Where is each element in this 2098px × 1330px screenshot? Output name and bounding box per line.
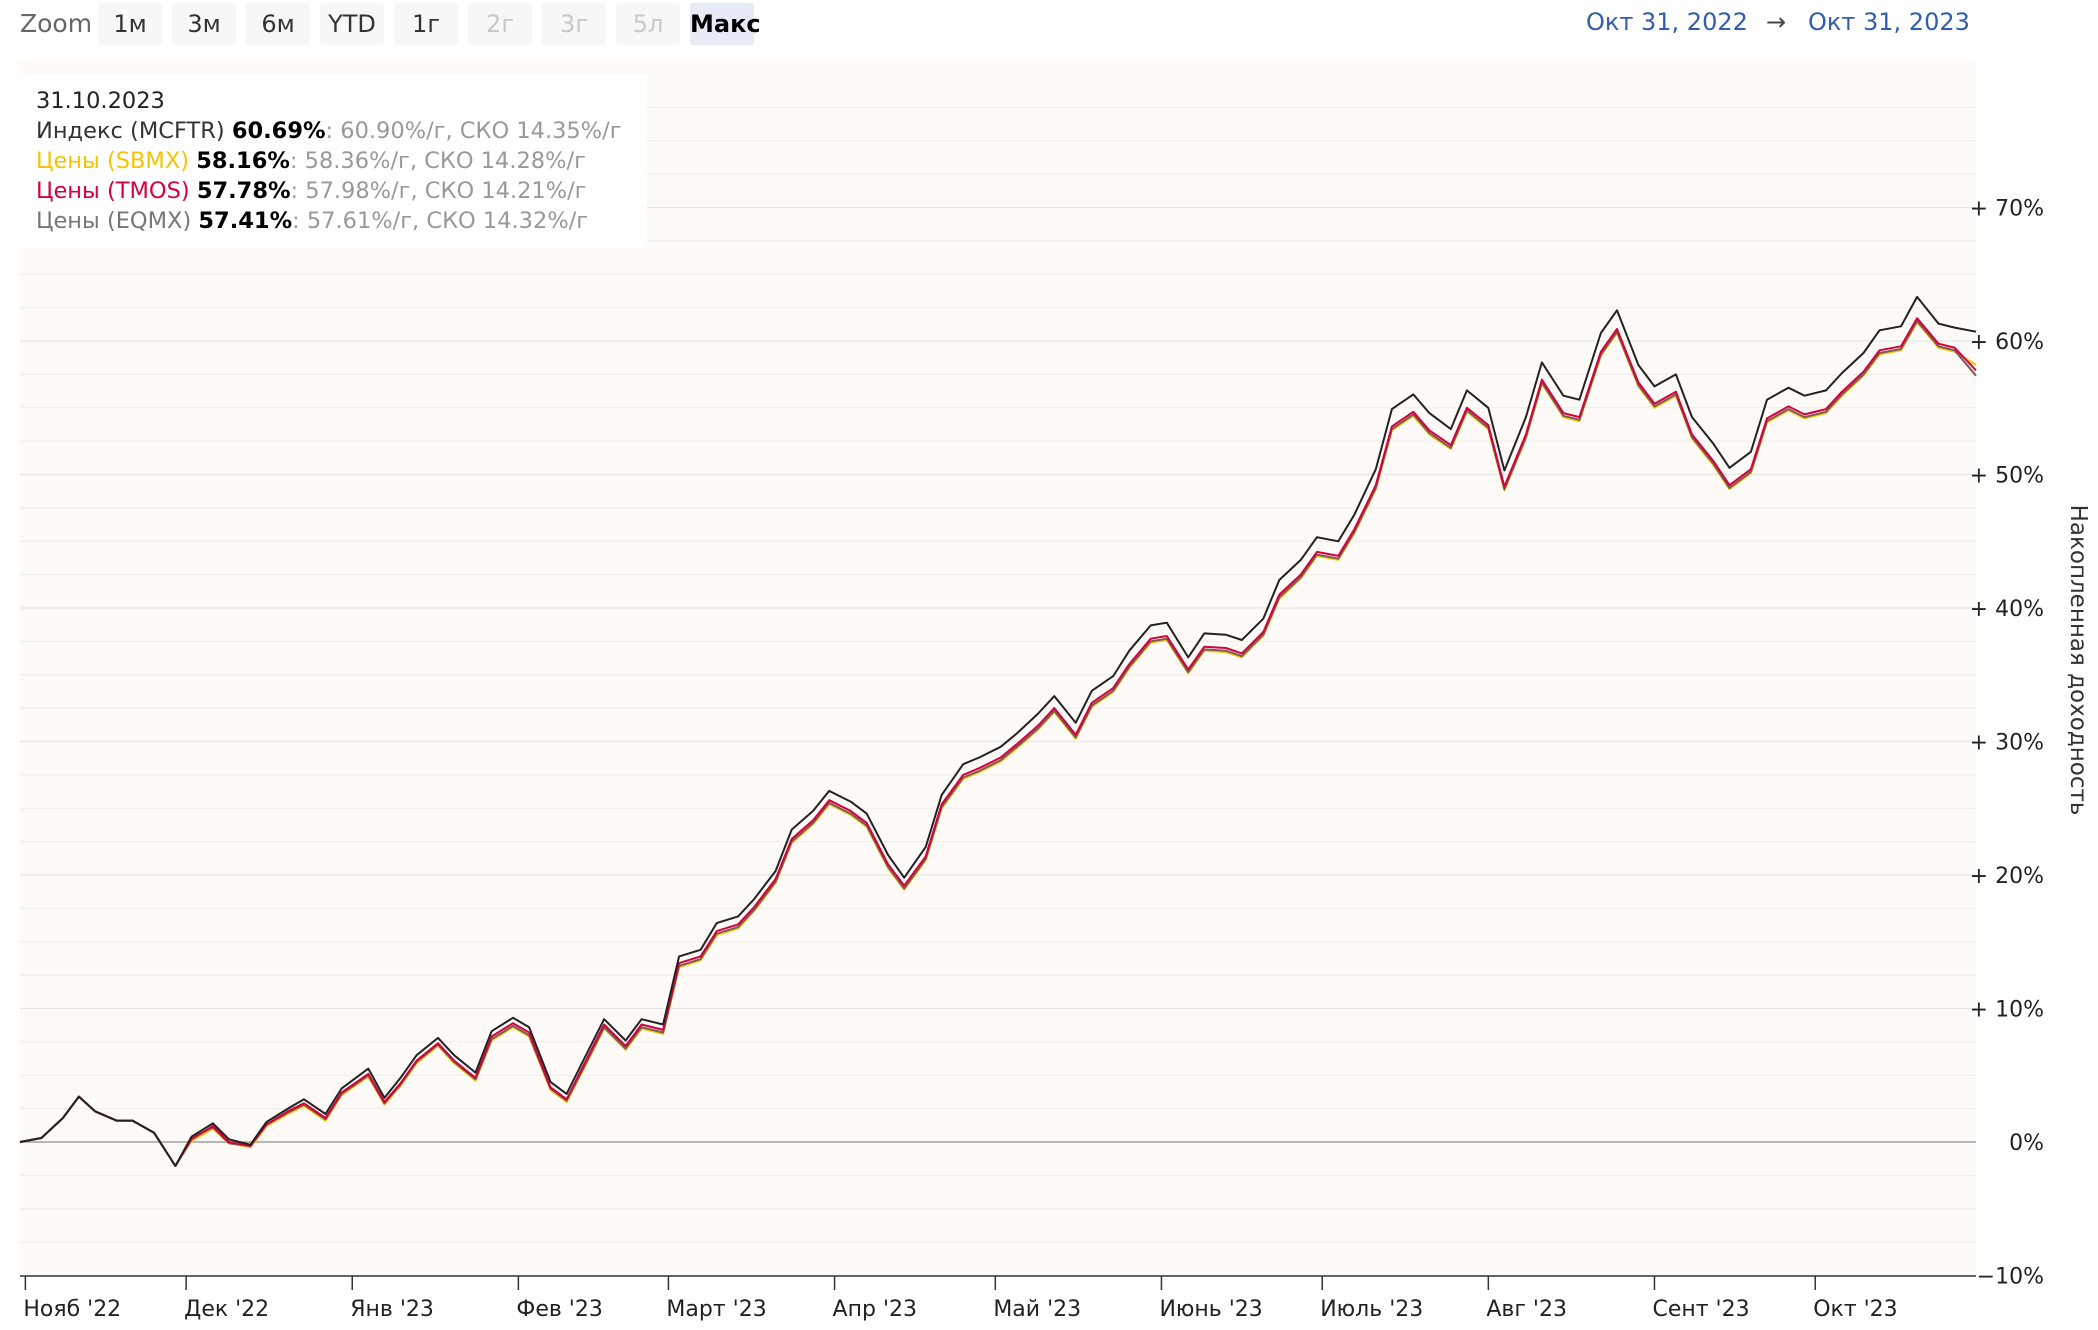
tooltip-series-value: 57.41% xyxy=(198,208,293,234)
y-tick-label: + 10% xyxy=(1970,998,2044,1023)
zoom-1m-button[interactable]: 1м xyxy=(98,3,162,45)
x-tick-label: Июнь '23 xyxy=(1159,1297,1262,1322)
x-tick-label: Сент '23 xyxy=(1652,1297,1749,1322)
x-tick-label: Дек '22 xyxy=(184,1297,269,1322)
x-tick-label: Авг '23 xyxy=(1486,1297,1567,1322)
zoom-3y-button[interactable]: 3г xyxy=(542,3,606,45)
tooltip-series-stats: : 58.36%/г, СКО 14.28%/г xyxy=(289,148,586,174)
range-selector-toolbar: Zoom 1м 3м 6м YTD 1г 2г 3г 5л Макс Окт 3… xyxy=(0,0,2098,50)
tooltip-series-value: 57.78% xyxy=(196,178,291,204)
range-from-input[interactable]: Окт 31, 2022 xyxy=(1586,8,1748,36)
zoom-1y-button[interactable]: 1г xyxy=(394,3,458,45)
tooltip-row-eqmx: Цены (EQMX) 57.41%: 57.61%/г, СКО 14.32%… xyxy=(36,206,647,236)
x-tick-label: Янв '23 xyxy=(350,1297,434,1322)
tooltip-series-name: Индекс (MCFTR) xyxy=(36,118,225,144)
tooltip-series-stats: : 57.98%/г, СКО 14.21%/г xyxy=(290,178,587,204)
range-to-input[interactable]: Окт 31, 2023 xyxy=(1808,8,1970,36)
zoom-ytd-button[interactable]: YTD xyxy=(320,3,384,45)
tooltip-series-value: 58.16% xyxy=(196,148,290,174)
tooltip: 31.10.2023 Индекс (MCFTR) 60.69%: 60.90%… xyxy=(20,74,647,249)
y-tick-label: + 60% xyxy=(1970,330,2044,355)
x-tick-label: Июль '23 xyxy=(1320,1297,1423,1322)
series-line-tmos xyxy=(19,317,1977,1167)
y-tick-label: + 20% xyxy=(1970,864,2044,889)
zoom-5y-button[interactable]: 5л xyxy=(616,3,680,45)
y-tick-label: + 50% xyxy=(1970,464,2044,489)
y-tick-label: + 70% xyxy=(1970,197,2044,222)
series-line-mcftr xyxy=(19,295,1977,1167)
x-tick-label: Март '23 xyxy=(666,1297,766,1322)
y-tick-label: −10% xyxy=(1977,1265,2044,1290)
x-tick-label: Нояб '22 xyxy=(23,1297,121,1322)
y-tick-label: + 40% xyxy=(1970,597,2044,622)
range-arrow: → xyxy=(1766,8,1787,36)
plot-area xyxy=(20,60,1976,1276)
y-tick-label: + 30% xyxy=(1970,731,2044,756)
series-line-eqmx xyxy=(19,320,1977,1167)
tooltip-series-stats: : 60.90%/г, СКО 14.35%/г xyxy=(325,118,622,144)
x-tick-label: Фев '23 xyxy=(516,1297,602,1322)
tooltip-row-tmos: Цены (TMOS) 57.78%: 57.98%/г, СКО 14.21%… xyxy=(36,176,647,206)
x-tick-label: Окт '23 xyxy=(1813,1297,1897,1322)
tooltip-series-stats: : 57.61%/г, СКО 14.32%/г xyxy=(292,208,589,234)
tooltip-row-mcftr: Индекс (MCFTR) 60.69%: 60.90%/г, СКО 14.… xyxy=(36,116,647,146)
tooltip-date: 31.10.2023 xyxy=(36,88,165,114)
zoom-label: Zoom xyxy=(20,9,93,38)
zoom-2y-button[interactable]: 2г xyxy=(468,3,532,45)
x-tick-label: Май '23 xyxy=(993,1297,1081,1322)
tooltip-series-name: Цены (EQMX) xyxy=(36,208,192,234)
zoom-3m-button[interactable]: 3м xyxy=(172,3,236,45)
y-axis-title: Накопленная доходность xyxy=(2065,504,2091,816)
tooltip-series-name: Цены (TMOS) xyxy=(36,178,190,204)
x-tick-label: Апр '23 xyxy=(833,1297,917,1322)
tooltip-series-name: Цены (SBMX) xyxy=(36,148,190,174)
y-tick-label: 0% xyxy=(2009,1131,2044,1156)
tooltip-row-sbmx: Цены (SBMX) 58.16%: 58.36%/г, СКО 14.28%… xyxy=(36,146,647,176)
zoom-6m-button[interactable]: 6м xyxy=(246,3,310,45)
zoom-max-button[interactable]: Макс xyxy=(690,3,761,45)
tooltip-series-value: 60.69% xyxy=(231,118,326,144)
